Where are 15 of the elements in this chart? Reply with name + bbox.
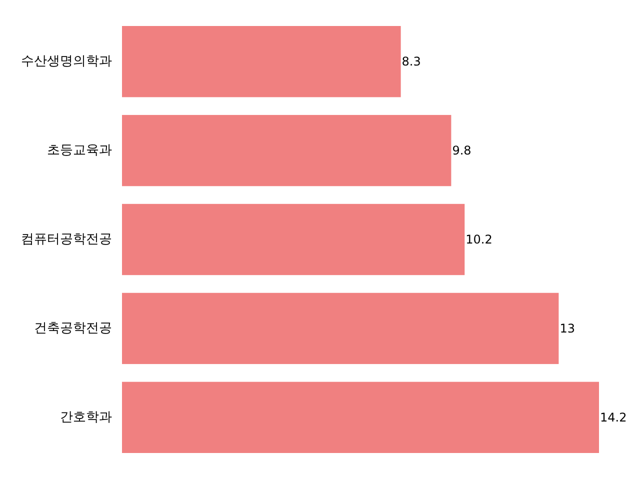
y-tick-label: 간호학과 <box>60 410 112 425</box>
data-label: 14.2 <box>600 410 627 424</box>
y-tick-label: 초등교육과 <box>47 143 112 158</box>
y-tick-label: 건축공학전공 <box>34 320 112 336</box>
bar <box>122 114 452 186</box>
bar <box>122 382 599 453</box>
data-label: 8.3 <box>402 54 421 69</box>
bar <box>122 26 401 98</box>
bar <box>122 204 465 276</box>
data-label: 13 <box>560 321 575 336</box>
y-tick-label: 컴퓨터공학전공 <box>21 232 112 247</box>
bar <box>122 292 559 364</box>
data-label: 9.8 <box>452 144 472 158</box>
data-label: 10.2 <box>466 232 492 246</box>
y-tick-label: 수산생명의학과 <box>21 54 112 70</box>
